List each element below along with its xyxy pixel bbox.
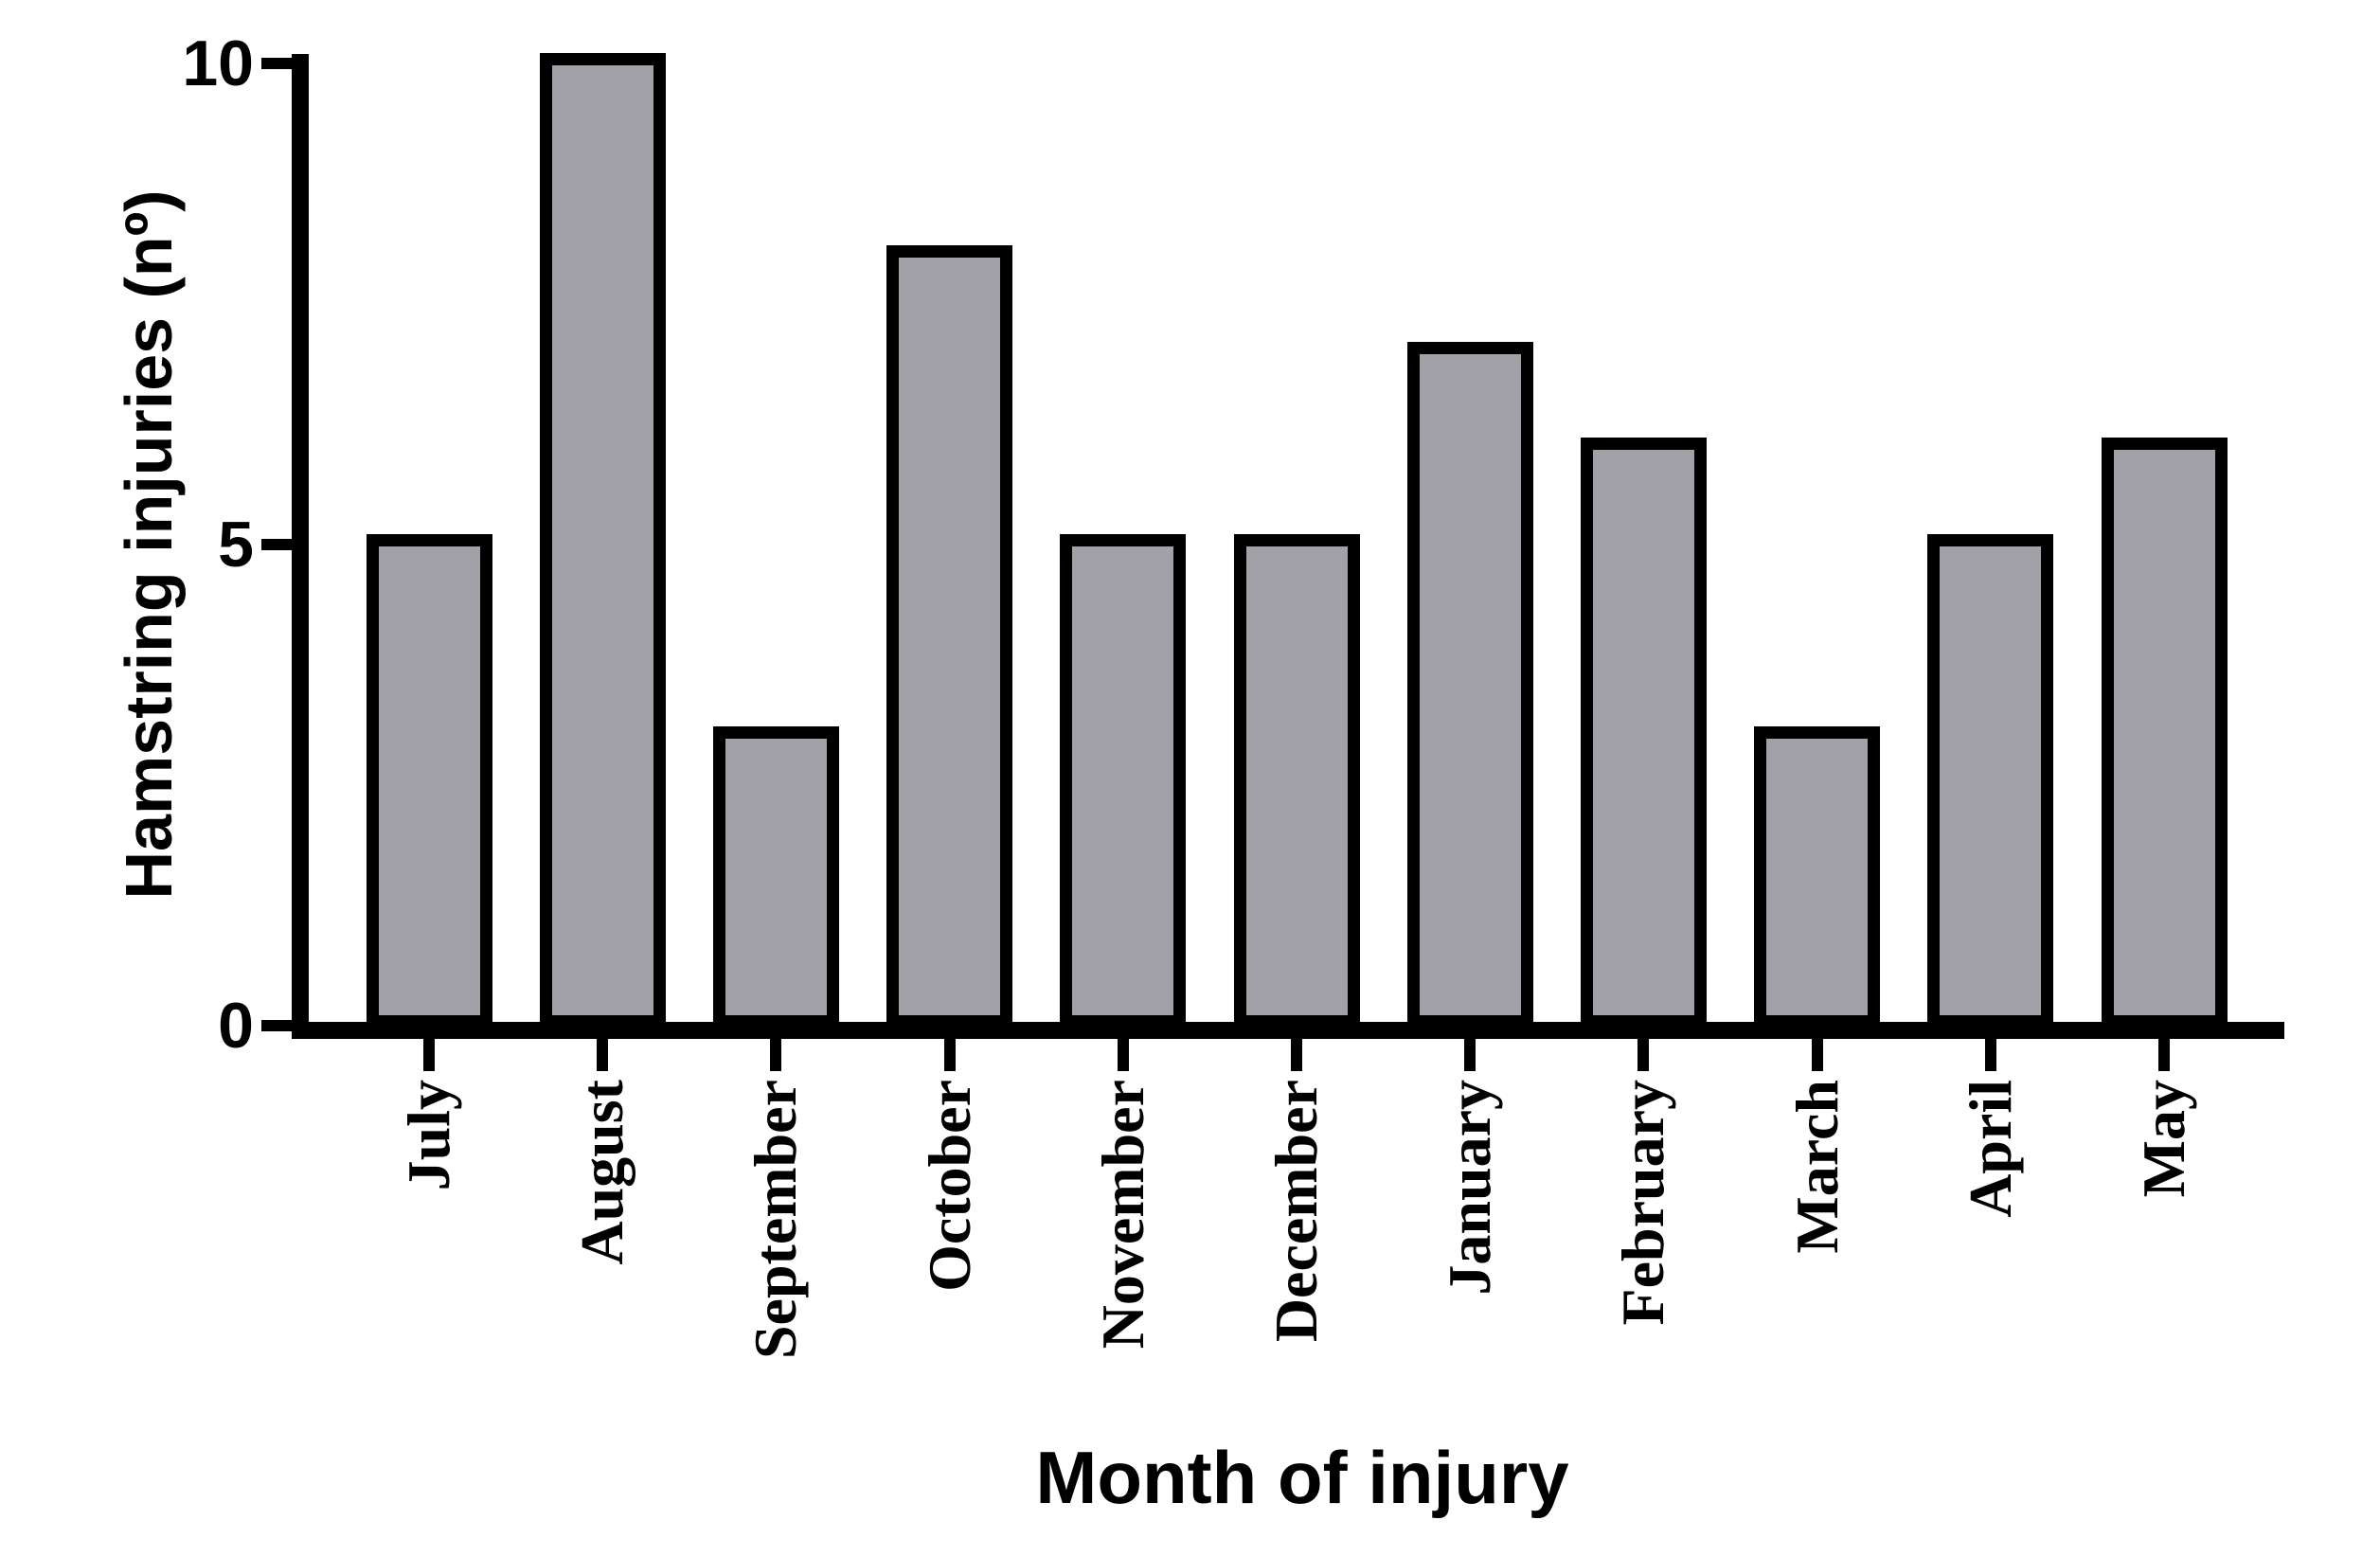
bar-september: [713, 726, 839, 1028]
bar-august: [540, 53, 666, 1028]
y-tick-10: [261, 58, 292, 69]
y-axis-line: [292, 54, 309, 1039]
x-tick-october: [944, 1035, 956, 1071]
x-tick-may: [2158, 1035, 2170, 1071]
bar-april: [1927, 534, 2053, 1028]
bar-february: [1581, 438, 1707, 1028]
x-label-april: April: [1957, 1080, 2024, 1218]
bar-july: [367, 534, 492, 1028]
y-tick-label-10: 10: [182, 27, 254, 99]
y-tick-label-5: 5: [218, 509, 254, 581]
x-label-may: May: [2130, 1080, 2197, 1198]
x-tick-september: [770, 1035, 781, 1071]
y-tick-0: [261, 1020, 292, 1031]
x-axis-title: Month of injury: [1035, 1436, 1569, 1519]
x-tick-july: [423, 1035, 435, 1071]
x-label-august: August: [568, 1080, 635, 1265]
x-tick-august: [597, 1035, 608, 1071]
x-tick-january: [1464, 1035, 1476, 1071]
x-label-july: July: [395, 1080, 462, 1191]
bar-may: [2102, 438, 2228, 1028]
bar-november: [1060, 534, 1186, 1028]
bar-october: [886, 245, 1012, 1028]
y-tick-label-0: 0: [218, 990, 254, 1062]
x-tick-april: [1985, 1035, 1996, 1071]
bar-january: [1407, 342, 1533, 1028]
bar-december: [1234, 534, 1360, 1028]
bar-march: [1754, 726, 1880, 1028]
x-tick-march: [1812, 1035, 1823, 1071]
y-tick-5: [261, 539, 292, 550]
x-tick-november: [1118, 1035, 1129, 1071]
x-tick-december: [1291, 1035, 1302, 1071]
x-tick-february: [1637, 1035, 1649, 1071]
